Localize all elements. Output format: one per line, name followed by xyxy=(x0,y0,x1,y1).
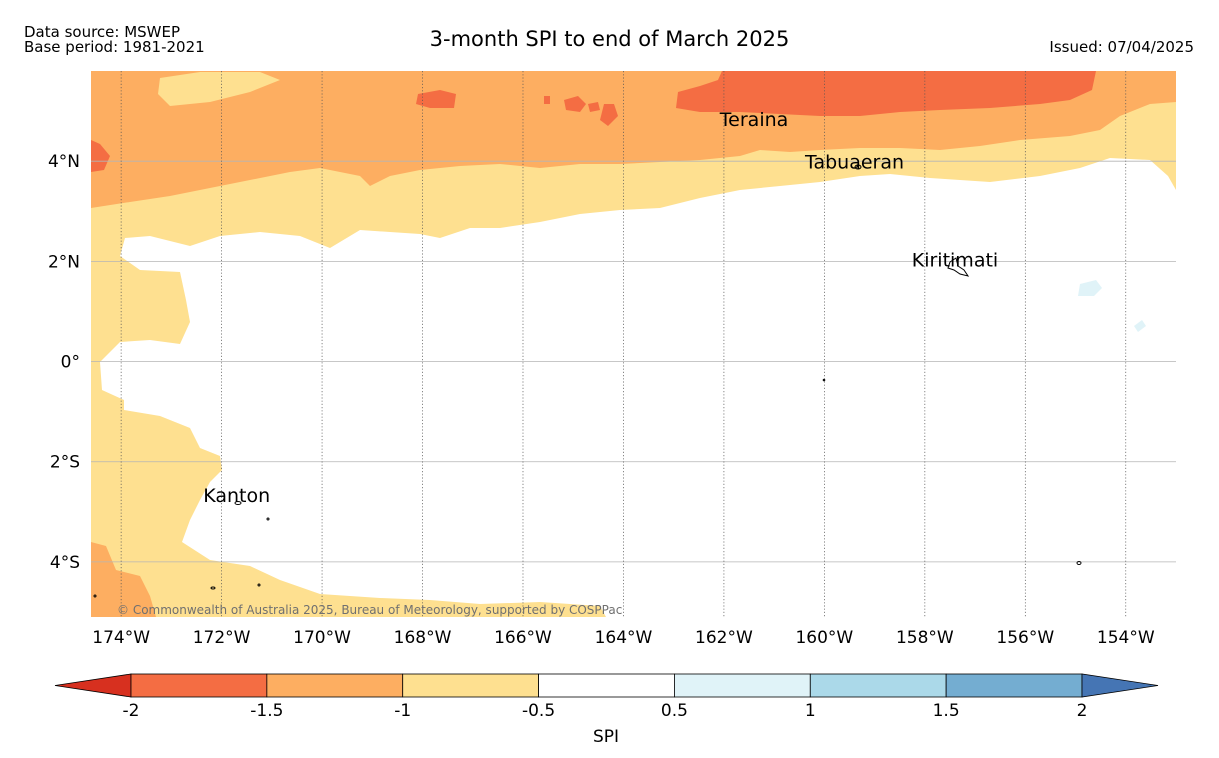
colorbar-extension-high xyxy=(1081,673,1159,698)
tabuaeran-island-outline xyxy=(854,164,862,170)
data-source-text: Data source: MSWEP xyxy=(24,23,181,41)
longitude-tick-label: 160°W xyxy=(795,628,853,648)
colorbar-tick-label: 1 xyxy=(805,701,816,721)
colorbar-bin xyxy=(538,673,675,698)
spi-patch-light-deficit xyxy=(158,72,280,106)
longitude-tick-label: 158°W xyxy=(896,628,954,648)
colorbar-bin xyxy=(945,673,1083,698)
latitude-tick-label: 2°S xyxy=(50,453,80,473)
colorbar-tick-label: -1.5 xyxy=(250,701,283,721)
place-label: Teraina xyxy=(719,109,789,131)
islet-outline xyxy=(257,583,261,587)
colorbar-tick-label: -2 xyxy=(123,701,140,721)
colorbar-tick-label: 1.5 xyxy=(933,701,960,721)
kiritimati-island-outline xyxy=(947,257,970,277)
spi-fill-layer xyxy=(91,71,1176,617)
longitude-tick-label: 164°W xyxy=(595,628,653,648)
colorbar-bin xyxy=(130,673,268,698)
islet-outline xyxy=(266,517,270,521)
spi-patch-severe-deficit xyxy=(544,96,550,104)
colorbar-label: SPI xyxy=(593,727,619,747)
spi-patch-light-wet xyxy=(1078,280,1102,296)
issued-date: Issued: 07/04/2025 xyxy=(1049,38,1194,56)
islet-outline xyxy=(210,586,216,590)
latitude-tick-label: 4°N xyxy=(48,152,80,172)
colorbar-bin xyxy=(402,673,539,698)
spi-region-moderate-deficit-south xyxy=(91,542,156,617)
spi-patch-severe-deficit xyxy=(588,102,600,112)
copyright-notice: © Commonwealth of Australia 2025, Bureau… xyxy=(117,603,622,617)
longitude-labels: 174°W 172°W 170°W 168°W 166°W 164°W 162°W 160°W… xyxy=(92,628,1155,648)
spi-patch-severe-deficit xyxy=(91,140,110,172)
islet-outline xyxy=(822,378,826,382)
colorbar-tick-label: 0.5 xyxy=(661,701,688,721)
map-title: 3-month SPI to end of March 2025 xyxy=(429,27,790,51)
place-label: Tabuaeran xyxy=(804,152,904,174)
islet-outline xyxy=(1076,561,1082,565)
longitude-tick-label: 170°W xyxy=(293,628,351,648)
longitude-tick-label: 166°W xyxy=(494,628,552,648)
place-labels: Teraina Tabuaeran Kiritimati Kanton xyxy=(203,109,998,507)
colorbar-tick-label: -0.5 xyxy=(522,701,555,721)
latitude-tick-label: 4°S xyxy=(50,553,80,573)
colorbar-bin xyxy=(266,673,404,698)
spi-patch-light-wet xyxy=(1134,320,1146,332)
place-label: Kanton xyxy=(203,485,270,507)
islet-outline xyxy=(93,594,97,598)
kanton-island-outline xyxy=(234,501,242,505)
longitude-tick-label: 156°W xyxy=(996,628,1054,648)
graticule xyxy=(91,71,1176,617)
spi-patch-severe-deficit xyxy=(600,104,618,126)
latitude-tick-label: 2°N xyxy=(48,252,80,272)
colorbar-tick-label: 2 xyxy=(1077,701,1088,721)
colorbar-tick-label: -1 xyxy=(394,701,411,721)
spi-region-severe-deficit xyxy=(676,71,1096,116)
place-label: Kiritimati xyxy=(912,249,998,271)
colorbar-bin xyxy=(674,673,811,698)
latitude-labels: 4°N 2°N 0° 2°S 4°S xyxy=(48,152,80,573)
longitude-tick-label: 174°W xyxy=(92,628,150,648)
spi-colorbar: -2 -1.5 -1 -0.5 0.5 1 1.5 2 xyxy=(54,673,1159,721)
spi-patch-severe-deficit xyxy=(416,90,456,108)
spi-region-light-deficit xyxy=(91,71,1176,617)
longitude-tick-label: 172°W xyxy=(193,628,251,648)
longitude-tick-label: 154°W xyxy=(1097,628,1155,648)
spi-patch-severe-deficit xyxy=(564,96,586,112)
colorbar-bin xyxy=(809,673,947,698)
latitude-tick-label: 0° xyxy=(61,353,80,373)
base-period-text: Base period: 1981-2021 xyxy=(24,38,205,56)
island-outlines xyxy=(93,164,1082,598)
colorbar-extension-low xyxy=(54,673,132,698)
longitude-tick-label: 168°W xyxy=(394,628,452,648)
longitude-tick-label: 162°W xyxy=(695,628,753,648)
